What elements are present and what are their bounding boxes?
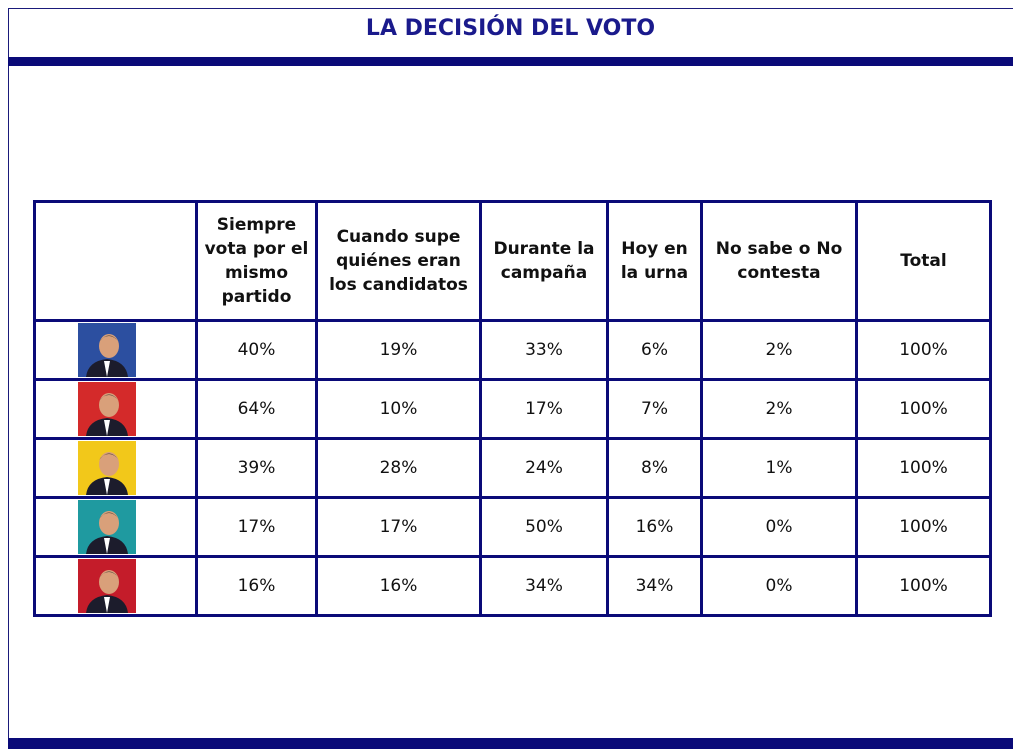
candidate-photo xyxy=(78,559,136,613)
value-cell: 28% xyxy=(317,439,481,498)
value-cell: 8% xyxy=(608,439,702,498)
value-cell: 0% xyxy=(702,498,857,557)
header-cell: Total xyxy=(857,202,991,321)
header-cell: Siempre vota por el mismo partido xyxy=(197,202,317,321)
value-cell: 1% xyxy=(702,439,857,498)
title-bar xyxy=(8,57,1013,66)
value-cell: 16% xyxy=(197,557,317,616)
value-cell: 17% xyxy=(317,498,481,557)
value-cell: 2% xyxy=(702,321,857,380)
value-cell: 100% xyxy=(857,380,991,439)
header-cell: Durante la campaña xyxy=(481,202,608,321)
value-cell: 24% xyxy=(481,439,608,498)
value-cell: 16% xyxy=(608,498,702,557)
value-cell: 50% xyxy=(481,498,608,557)
value-cell: 6% xyxy=(608,321,702,380)
header-cell: Hoy en la urna xyxy=(608,202,702,321)
bottom-bar xyxy=(8,738,1013,749)
value-cell: 100% xyxy=(857,498,991,557)
value-cell: 2% xyxy=(702,380,857,439)
photo-cell xyxy=(35,557,197,616)
table-row: 39%28%24%8%1%100% xyxy=(35,439,991,498)
candidate-photo xyxy=(78,441,136,495)
value-cell: 19% xyxy=(317,321,481,380)
value-cell: 0% xyxy=(702,557,857,616)
candidate-photo xyxy=(78,500,136,554)
photo-cell xyxy=(35,439,197,498)
header-cell: No sabe o No contesta xyxy=(702,202,857,321)
table-row: 17%17%50%16%0%100% xyxy=(35,498,991,557)
header-cell: Cuando supe quiénes eran los candidatos xyxy=(317,202,481,321)
value-cell: 39% xyxy=(197,439,317,498)
value-cell: 100% xyxy=(857,321,991,380)
table-row: 40%19%33%6%2%100% xyxy=(35,321,991,380)
value-cell: 100% xyxy=(857,557,991,616)
candidate-photo xyxy=(78,323,136,377)
value-cell: 33% xyxy=(481,321,608,380)
photo-cell xyxy=(35,321,197,380)
value-cell: 40% xyxy=(197,321,317,380)
value-cell: 16% xyxy=(317,557,481,616)
value-cell: 17% xyxy=(197,498,317,557)
value-cell: 17% xyxy=(481,380,608,439)
photo-cell xyxy=(35,380,197,439)
photo-cell xyxy=(35,498,197,557)
value-cell: 7% xyxy=(608,380,702,439)
title: LA DECISIÓN DEL VOTO xyxy=(8,16,1013,41)
value-cell: 64% xyxy=(197,380,317,439)
value-cell: 34% xyxy=(608,557,702,616)
frame-line xyxy=(8,8,9,749)
value-cell: 100% xyxy=(857,439,991,498)
value-cell: 10% xyxy=(317,380,481,439)
table-body: 40%19%33%6%2%100%64%10%17%7%2%100%39%28%… xyxy=(35,321,991,616)
table-row: 64%10%17%7%2%100% xyxy=(35,380,991,439)
frame-line xyxy=(8,8,1013,9)
value-cell: 34% xyxy=(481,557,608,616)
page: LA DECISIÓN DEL VOTO Siempre vota por el… xyxy=(0,0,1013,749)
header-cell xyxy=(35,202,197,321)
table-row: 16%16%34%34%0%100% xyxy=(35,557,991,616)
candidate-photo xyxy=(78,382,136,436)
